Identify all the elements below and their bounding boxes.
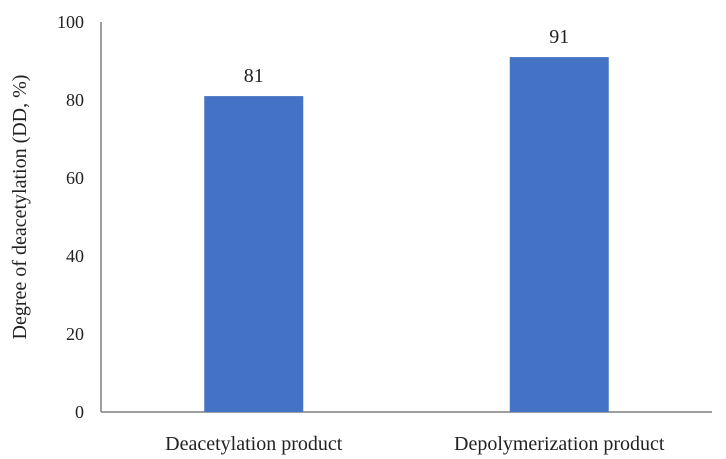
y-tick-label-20: 20 [66,324,84,344]
bar-1 [204,96,304,412]
y-axis-title: Degree of deacetylation (DD, %) [9,75,31,340]
category-label-2: Depolymerization product [454,433,665,455]
category-label-1: Deacetylation product [165,433,343,455]
y-tick-label-0: 0 [75,402,84,422]
y-tick-label-60: 60 [66,168,84,188]
data-label-1: 81 [244,65,264,87]
bars [204,57,609,412]
data-label-2: 91 [549,26,569,48]
y-tick-label-100: 100 [57,12,84,32]
data-labels: 81 91 [244,26,570,87]
y-tick-label-80: 80 [66,90,84,110]
y-tick-labels: 0 20 40 60 80 100 [57,12,84,422]
y-tick-label-40: 40 [66,246,84,266]
bar-2 [509,57,609,412]
category-labels: Deacetylation product Depolymerization pr… [165,433,665,455]
